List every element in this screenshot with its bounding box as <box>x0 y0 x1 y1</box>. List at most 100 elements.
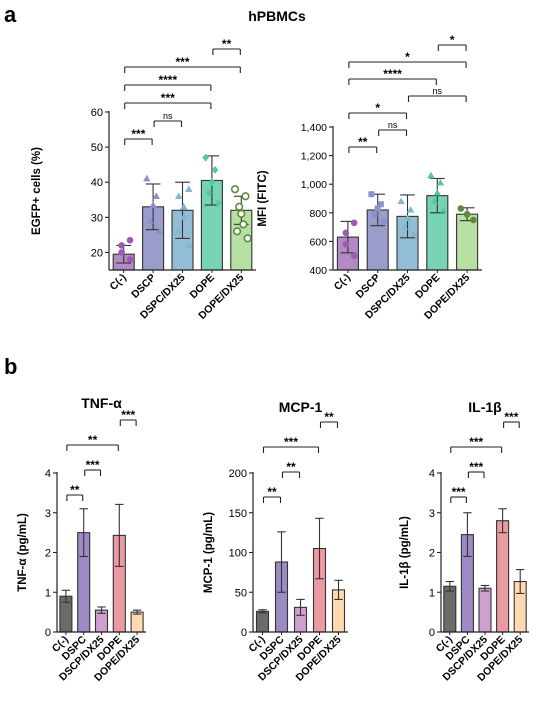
y-tick-label: 1,000 <box>301 179 327 191</box>
data-point <box>400 223 409 230</box>
data-point <box>397 197 405 205</box>
y-tick-label: 1,400 <box>301 122 327 134</box>
significance-bracket <box>119 419 137 426</box>
y-tick-label: 150 <box>229 508 247 520</box>
error-bar-dscp-dx25 <box>480 584 490 592</box>
significance-bracket <box>348 61 467 68</box>
significance-label: *** <box>161 91 175 105</box>
significance-label: *** <box>284 435 298 449</box>
y-tick-label: 4 <box>45 468 51 480</box>
significance-label: ** <box>267 485 277 499</box>
y-axis-label: EGFP+ cells (%) <box>31 147 43 235</box>
data-point <box>233 227 242 236</box>
data-point <box>180 213 188 221</box>
y-tick-label: 0 <box>429 627 435 639</box>
error-bar-dope-dx25 <box>334 579 343 600</box>
data-point <box>368 191 375 198</box>
significance-bracket <box>124 138 153 145</box>
y-axis-label: IL-1β (pg/mL) <box>399 516 411 589</box>
significance-label: *** <box>175 55 189 69</box>
data-point <box>146 216 154 224</box>
data-point <box>118 249 125 256</box>
data-point <box>403 214 412 222</box>
y-tick-label: 1 <box>429 587 435 599</box>
y-tick-label: 40 <box>91 177 103 189</box>
y-tick-label: 4 <box>429 468 435 480</box>
significance-bracket <box>348 78 437 85</box>
significance-label: *** <box>131 127 145 141</box>
significance-bracket <box>262 446 320 453</box>
data-point <box>235 202 244 211</box>
y-tick-label: 60 <box>91 107 103 119</box>
y-tick-label: 200 <box>229 468 247 480</box>
significance-label: *** <box>452 485 466 499</box>
bar-dscp-dx25 <box>478 587 492 633</box>
y-tick-label: 2 <box>45 548 51 560</box>
data-point <box>433 188 441 196</box>
error-bar-dope <box>429 177 445 214</box>
data-point <box>439 206 448 213</box>
data-point <box>126 236 134 244</box>
y-tick-label: 600 <box>309 236 327 248</box>
data-point <box>430 197 438 205</box>
significance-bracket <box>124 84 212 91</box>
data-point <box>211 165 219 174</box>
data-point <box>350 219 358 227</box>
significance-bracket <box>437 44 467 51</box>
bar-dope-dx25 <box>130 611 144 633</box>
significance-label: * <box>450 33 455 47</box>
significance-label: ns <box>388 120 398 130</box>
x-tick-label-c: C(-) <box>332 272 353 293</box>
significance-bracket <box>153 120 183 127</box>
y-tick-label: 0 <box>45 627 51 639</box>
significance-label: ** <box>70 483 80 497</box>
data-point <box>180 202 188 210</box>
data-point <box>126 256 134 263</box>
significance-label: *** <box>469 460 483 474</box>
y-tick-label: 50 <box>235 587 247 599</box>
data-point <box>241 192 250 201</box>
y-tick-label: 3 <box>429 508 435 520</box>
y-tick-label: 400 <box>309 265 327 277</box>
error-bar-dspc <box>79 508 88 558</box>
data-point <box>371 211 378 218</box>
panel-a-label: a <box>4 2 17 27</box>
data-point <box>155 227 164 235</box>
significance-bracket <box>450 446 503 453</box>
significance-label: ns <box>163 111 173 121</box>
significance-label: * <box>405 50 410 64</box>
significance-bracket <box>84 469 102 476</box>
error-bar-dope-dx25 <box>132 609 142 615</box>
chart-title: IL-1β <box>468 399 502 415</box>
data-point <box>457 205 465 212</box>
panel-b-label: b <box>4 354 17 379</box>
data-point <box>185 185 193 192</box>
data-point <box>243 234 252 243</box>
significance-label: ns <box>433 86 443 96</box>
data-point <box>342 229 350 237</box>
error-bar-dope <box>115 503 124 567</box>
error-bar-dspc <box>277 531 286 593</box>
significance-bracket <box>467 471 485 478</box>
y-axis-label: MCP-1 (pg/mL) <box>203 512 215 593</box>
error-bar-dscp-dx25 <box>296 598 305 616</box>
significance-label: *** <box>504 410 518 424</box>
data-point <box>230 185 240 194</box>
error-bar-dspc-dx25 <box>175 181 190 239</box>
significance-bracket <box>262 496 282 503</box>
data-point <box>239 220 248 229</box>
significance-label: * <box>375 101 380 115</box>
data-point <box>175 192 183 199</box>
chart-title: TNF-α <box>81 395 122 411</box>
data-point <box>237 209 246 218</box>
error-bar-dope <box>315 517 324 580</box>
error-bar-dope-dx25 <box>516 569 525 594</box>
significance-label: **** <box>158 73 177 87</box>
significance-label: *** <box>469 435 483 449</box>
data-point <box>350 252 358 259</box>
